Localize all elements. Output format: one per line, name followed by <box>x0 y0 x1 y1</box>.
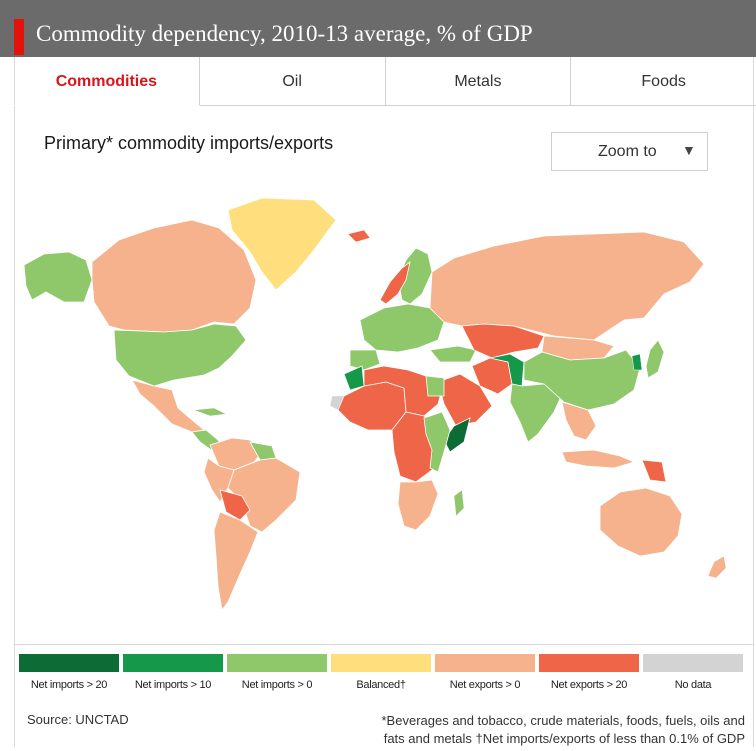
tab-oil[interactable]: Oil <box>199 57 386 106</box>
region-norway[interactable] <box>379 261 411 305</box>
region-papua[interactable] <box>641 459 667 483</box>
region-western-sahara[interactable] <box>329 395 345 411</box>
legend-label: Net exports > 20 <box>550 679 628 691</box>
region-usa[interactable] <box>113 323 247 387</box>
region-russia[interactable] <box>429 231 705 341</box>
region-bolivia[interactable] <box>219 489 251 521</box>
header-bar: Commodity dependency, 2010-13 average, %… <box>0 0 756 57</box>
chevron-down-icon: ▼ <box>682 142 696 158</box>
region-iceland[interactable] <box>347 229 371 243</box>
legend-swatch <box>331 654 431 672</box>
legend-item-net-imports-20: Net imports > 20 <box>19 654 119 694</box>
tab-bar: Commodities Oil Metals Foods <box>14 57 756 107</box>
zoom-label: Zoom to <box>598 143 657 160</box>
chart-title: Commodity dependency, 2010-13 average, %… <box>36 21 533 46</box>
legend-item-balanced: Balanced† <box>331 654 431 694</box>
legend-swatch <box>123 654 223 672</box>
region-greenland[interactable] <box>227 197 337 291</box>
region-kazakhstan[interactable] <box>461 323 545 359</box>
legend-label: No data <box>674 679 712 691</box>
region-canada[interactable] <box>91 219 257 333</box>
region-mexico[interactable] <box>131 379 205 433</box>
region-australia[interactable] <box>599 487 683 557</box>
map-subtitle: Primary* commodity imports/exports <box>44 133 334 153</box>
region-alaska[interactable] <box>23 251 93 303</box>
legend-item-net-exports-0: Net exports > 0 <box>435 654 535 694</box>
legend-label: Net imports > 10 <box>134 679 212 691</box>
map-legend: Net imports > 20 Net imports > 10 Net im… <box>19 654 745 694</box>
region-morocco[interactable] <box>343 365 365 391</box>
tab-commodities[interactable]: Commodities <box>14 57 200 106</box>
legend-swatch <box>643 654 743 672</box>
region-southern-africa[interactable] <box>397 479 439 531</box>
red-accent-mark <box>14 19 24 55</box>
region-argentina-chile[interactable] <box>213 511 259 611</box>
legend-label: Balanced† <box>356 679 406 691</box>
legend-item-net-imports-0: Net imports > 0 <box>227 654 327 694</box>
source-note: Source: UNCTAD <box>27 712 129 727</box>
region-west-africa[interactable] <box>337 381 407 431</box>
legend-item-net-exports-20: Net exports > 20 <box>539 654 639 694</box>
footnote: *Beverages and tobacco, crude materials,… <box>325 712 746 748</box>
legend-item-net-imports-10: Net imports > 10 <box>123 654 223 694</box>
region-indonesia[interactable] <box>561 449 636 469</box>
legend-swatch <box>227 654 327 672</box>
region-china[interactable] <box>523 349 641 411</box>
footnote-line-2: fats and metals †Net imports/exports of … <box>383 731 745 746</box>
region-western-europe[interactable] <box>359 303 445 353</box>
region-southeast-asia[interactable] <box>561 401 597 441</box>
legend-swatch <box>539 654 639 672</box>
legend-divider <box>14 644 754 645</box>
region-east-africa[interactable] <box>423 411 451 473</box>
zoom-to-dropdown[interactable]: Zoom to ▼ <box>551 132 708 171</box>
legend-label: Net imports > 0 <box>241 679 313 691</box>
region-korea[interactable] <box>631 353 643 371</box>
world-map <box>23 197 727 611</box>
footnote-line-1: *Beverages and tobacco, crude materials,… <box>381 713 746 728</box>
tab-foods[interactable]: Foods <box>571 57 756 106</box>
region-iberia[interactable] <box>349 349 381 371</box>
region-turkey[interactable] <box>429 345 477 363</box>
legend-item-no-data: No data <box>643 654 743 694</box>
region-madagascar[interactable] <box>453 489 465 517</box>
region-cuba[interactable] <box>193 407 227 417</box>
region-new-zealand[interactable] <box>707 555 727 579</box>
legend-label: Net imports > 20 <box>30 679 108 691</box>
region-india[interactable] <box>509 383 563 443</box>
tab-metals[interactable]: Metals <box>385 57 572 106</box>
region-north-africa[interactable] <box>363 365 445 417</box>
region-japan[interactable] <box>645 339 665 379</box>
legend-swatch <box>435 654 535 672</box>
legend-swatch <box>19 654 119 672</box>
chart-frame <box>14 57 754 747</box>
legend-label: Net exports > 0 <box>449 679 521 691</box>
region-egypt[interactable] <box>425 375 445 397</box>
region-arabia[interactable] <box>437 373 493 427</box>
